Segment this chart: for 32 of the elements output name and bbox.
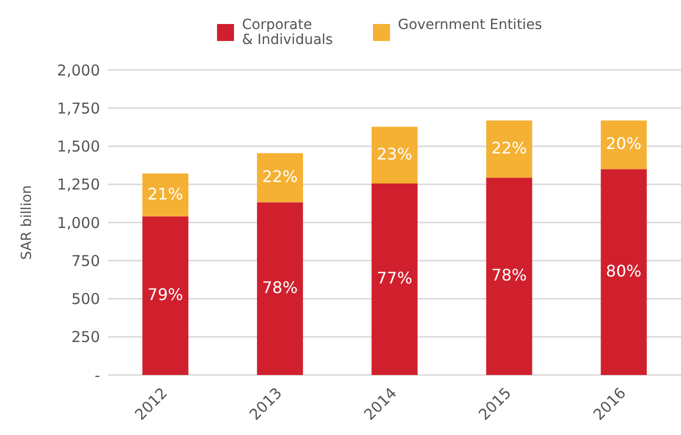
y-tick-label: 1,000 (57, 214, 100, 232)
y-tick-label: - (94, 366, 100, 384)
annotation: 79% (148, 285, 184, 304)
bar (142, 174, 188, 216)
annotation: 22% (491, 138, 527, 158)
bar (600, 169, 647, 375)
bar (600, 120, 647, 170)
legend-label: Corporate & Individuals (242, 17, 333, 48)
annotation: 22% (262, 167, 298, 186)
bar (372, 183, 418, 375)
annotation: 20% (606, 134, 642, 154)
y-tick-label: 250 (71, 328, 100, 346)
y-axis-title: SAR billion (18, 185, 35, 260)
y-tick-label: 1,500 (57, 138, 100, 156)
y-tick-label: 750 (71, 252, 100, 270)
y-tick-label: 500 (71, 290, 100, 308)
bar (486, 178, 532, 375)
bar (256, 202, 303, 375)
bar (486, 120, 532, 178)
legend-label: Government Entities (398, 17, 542, 33)
y-tick-label: 1,250 (57, 176, 100, 194)
annotation: 80% (606, 261, 642, 280)
bar (142, 216, 188, 375)
annotation: 77% (376, 268, 412, 288)
y-tick-label: 2,000 (57, 61, 100, 80)
annotation: 23% (376, 144, 412, 164)
y-tick-label: 1,750 (57, 99, 100, 118)
bar (372, 126, 418, 184)
annotation: 78% (262, 278, 298, 297)
bar (256, 153, 303, 202)
annotation: 21% (148, 184, 184, 204)
annotation: 78% (491, 266, 527, 285)
